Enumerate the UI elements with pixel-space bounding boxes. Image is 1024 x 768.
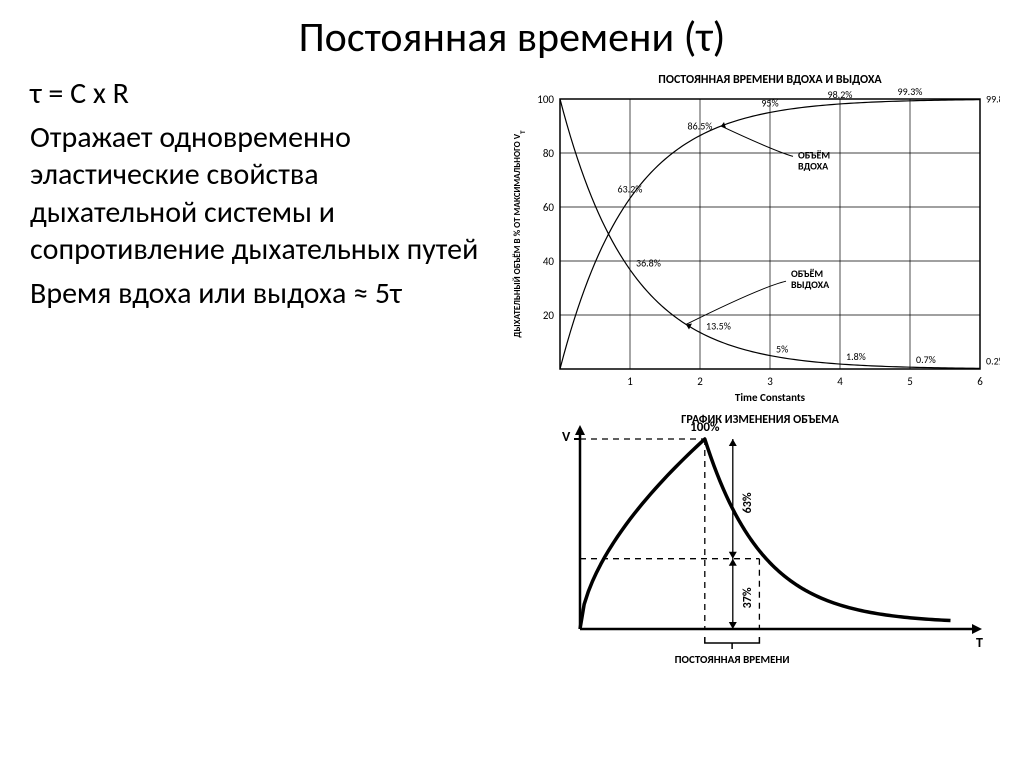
svg-text:98.2%: 98.2% — [828, 88, 853, 101]
chart-time-constants: ПОСТОЯННАЯ ВРЕМЕНИ ВДОХА И ВЫДОХА 1 2 3 4 5 6 2… — [500, 69, 1000, 409]
svg-text:99.8%: 99.8% — [986, 93, 1000, 106]
svg-text:36.8%: 36.8% — [636, 257, 661, 270]
svg-text:13.5%: 13.5% — [706, 320, 731, 333]
svg-text:1.8%: 1.8% — [846, 350, 866, 363]
svg-text:100%: 100% — [690, 420, 720, 435]
svg-text:ПОСТОЯННАЯ ВРЕМЕНИ: ПОСТОЯННАЯ ВРЕМЕНИ — [675, 653, 790, 666]
svg-text:40: 40 — [543, 255, 555, 268]
svg-text:60: 60 — [543, 201, 555, 214]
svg-text:86.5%: 86.5% — [688, 119, 713, 132]
svg-text:100: 100 — [537, 93, 554, 106]
chart-column: ПОСТОЯННАЯ ВРЕМЕНИ ВДОХА И ВЫДОХА 1 2 3 4 5 6 2… — [500, 69, 1000, 669]
svg-text:0.7%: 0.7% — [916, 353, 936, 366]
svg-text:6: 6 — [977, 375, 983, 388]
time-note-text: Время вдоха или выдоха ≈ 5τ — [30, 275, 490, 313]
svg-text:V: V — [562, 428, 571, 445]
svg-text:63.2%: 63.2% — [618, 182, 643, 195]
svg-text:ПОСТОЯННАЯ ВРЕМЕНИ ВДОХА И ВЫД: ПОСТОЯННАЯ ВРЕМЕНИ ВДОХА И ВЫДОХА — [658, 73, 882, 87]
svg-text:1: 1 — [627, 375, 633, 388]
svg-text:4: 4 — [837, 375, 843, 388]
svg-text:37%: 37% — [741, 587, 755, 608]
svg-text:20: 20 — [543, 309, 555, 322]
svg-text:5%: 5% — [776, 343, 788, 356]
page-title: Постоянная времени (τ) — [0, 0, 1024, 69]
description-text: Отражает одновременно эластические свойс… — [30, 119, 490, 269]
text-column: τ = С x R Отражает одновременно эластиче… — [30, 69, 500, 669]
svg-text:5: 5 — [907, 375, 913, 388]
svg-text:80: 80 — [543, 147, 555, 160]
svg-text:0.2%: 0.2% — [986, 354, 1000, 367]
svg-text:3: 3 — [767, 375, 773, 388]
svg-text:ДЫХАТЕЛЬНЫЙ ОБЪЁМ В % ОТ МАКСИ: ДЫХАТЕЛЬНЫЙ ОБЪЁМ В % ОТ МАКСИМАЛЬНОГО V… — [511, 130, 527, 338]
chart-volume-change: ГРАФИК ИЗМЕНЕНИЯ ОБЪЕМАVT100%63%37%ПОСТО… — [510, 409, 990, 669]
svg-text:95%: 95% — [761, 97, 778, 110]
svg-text:ВЫДОХА: ВЫДОХА — [791, 278, 830, 291]
svg-text:ВДОХА: ВДОХА — [798, 159, 829, 172]
svg-text:Time Constants: Time Constants — [735, 391, 806, 404]
svg-text:63%: 63% — [741, 492, 755, 513]
svg-text:99.3%: 99.3% — [898, 85, 923, 98]
formula-text: τ = С x R — [30, 75, 490, 113]
svg-text:2: 2 — [697, 375, 703, 388]
svg-text:T: T — [976, 634, 983, 651]
